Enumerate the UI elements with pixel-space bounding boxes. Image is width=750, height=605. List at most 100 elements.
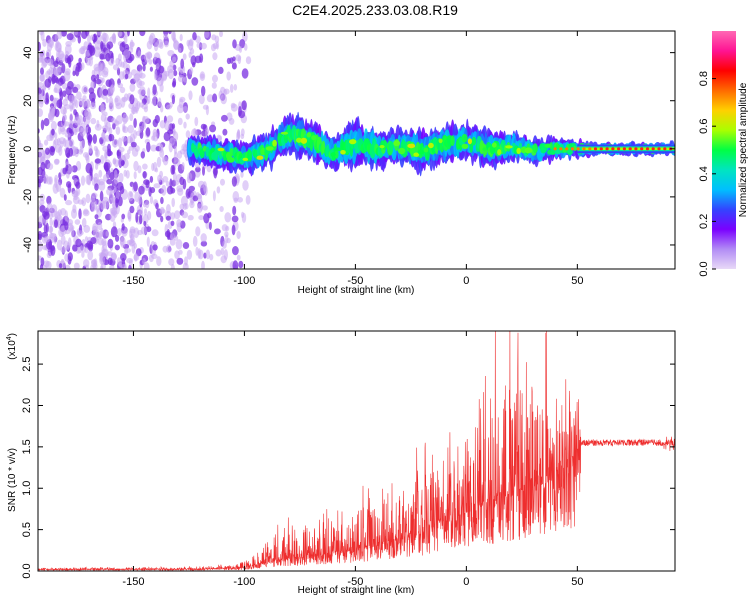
noise-blob — [173, 145, 177, 155]
noise-blob — [53, 67, 59, 76]
noise-blob — [217, 135, 223, 141]
noise-blob — [72, 70, 76, 77]
noise-blob — [94, 214, 99, 220]
noise-blob — [112, 122, 116, 130]
noise-blob — [198, 215, 204, 221]
noise-blob — [201, 260, 205, 269]
noise-blob — [88, 144, 93, 154]
noise-blob — [39, 193, 45, 202]
noise-blob — [231, 62, 237, 70]
x-tick-label: -150 — [122, 275, 144, 287]
noise-blob — [90, 117, 97, 125]
noise-blob — [152, 84, 157, 96]
noise-blob — [187, 39, 194, 51]
noise-blob — [38, 143, 44, 149]
noise-blob — [152, 131, 159, 142]
noise-blob — [198, 94, 205, 105]
spectrogram-frame — [37, 30, 676, 270]
ridge-core — [300, 137, 308, 144]
noise-blob — [209, 253, 214, 261]
noise-blob — [189, 67, 194, 75]
noise-blob — [55, 42, 62, 53]
noise-blob — [85, 163, 93, 174]
noise-blob — [201, 85, 206, 97]
noise-blob — [200, 240, 208, 247]
noise-blob — [65, 147, 71, 158]
noise-blob — [107, 143, 111, 152]
noise-blob — [38, 240, 44, 252]
noise-blob — [163, 34, 169, 40]
noise-blob — [86, 155, 90, 165]
ridge-core — [428, 142, 434, 149]
noise-blob — [122, 113, 128, 125]
noise-blob — [126, 257, 134, 264]
ridge-core — [413, 152, 420, 157]
noise-blob — [51, 128, 55, 136]
y-tick-label: -40 — [22, 237, 34, 253]
noise-blob — [50, 120, 57, 131]
colorbar: 0.0 0.2 0.4 0.6 0.8 Normalized spectral ampl… — [698, 31, 749, 277]
noise-blob — [179, 34, 183, 42]
noise-blob — [74, 31, 79, 36]
noise-blob — [81, 31, 88, 39]
noise-blob — [210, 43, 217, 52]
noise-blob — [59, 187, 66, 198]
noise-blob — [137, 165, 142, 174]
noise-blob — [197, 203, 203, 213]
noise-blob — [94, 158, 101, 164]
noise-blob — [168, 31, 172, 35]
ridge-core — [296, 137, 302, 143]
ridge-core — [544, 143, 552, 148]
noise-blob — [145, 180, 150, 189]
noise-blob — [67, 222, 74, 232]
noise-blob — [222, 128, 228, 136]
noise-blob — [236, 230, 241, 240]
noise-blob — [238, 106, 242, 117]
noise-blob — [42, 150, 46, 160]
noise-blob — [183, 76, 188, 83]
noise-blob — [169, 238, 176, 246]
noise-blob — [43, 118, 50, 127]
noise-blob — [153, 183, 161, 189]
noise-blob — [149, 254, 154, 263]
noise-blob — [129, 205, 135, 214]
noise-blob — [205, 249, 211, 260]
noise-blob — [205, 105, 209, 116]
y-tick-label: 2.5 — [21, 356, 33, 371]
ridge-core — [407, 143, 416, 149]
peak-dot — [628, 147, 632, 151]
noise-blob — [117, 227, 122, 237]
noise-blob — [63, 121, 70, 127]
ridge-core — [417, 149, 425, 155]
noise-blob — [128, 145, 134, 151]
noise-blob — [119, 86, 126, 94]
ridge-core — [256, 155, 264, 160]
noise-blob — [78, 57, 82, 64]
noise-blob — [240, 171, 244, 178]
noise-blob — [128, 238, 135, 247]
noise-blob — [176, 257, 184, 265]
peak-dot — [640, 147, 644, 151]
noise-blob — [81, 85, 89, 95]
noise-blob — [80, 122, 86, 132]
ridge-core — [272, 139, 277, 147]
noise-blob — [96, 31, 102, 36]
noise-blob — [66, 33, 74, 41]
noise-blob — [182, 53, 187, 60]
noise-blob — [49, 217, 53, 227]
noise-blob — [56, 239, 63, 251]
noise-blob — [90, 196, 96, 207]
noise-blob — [187, 172, 193, 181]
noise-blob — [169, 137, 175, 146]
noise-blob — [214, 228, 221, 235]
noise-blob — [188, 185, 195, 192]
noise-blob — [212, 190, 216, 202]
noise-blob — [192, 235, 198, 247]
noise-blob — [158, 65, 165, 74]
noise-blob — [62, 90, 67, 97]
noise-blob — [67, 56, 71, 65]
noise-blob — [108, 96, 114, 107]
noise-blob — [113, 210, 118, 218]
noise-blob — [231, 215, 239, 223]
noise-blob — [118, 146, 125, 153]
